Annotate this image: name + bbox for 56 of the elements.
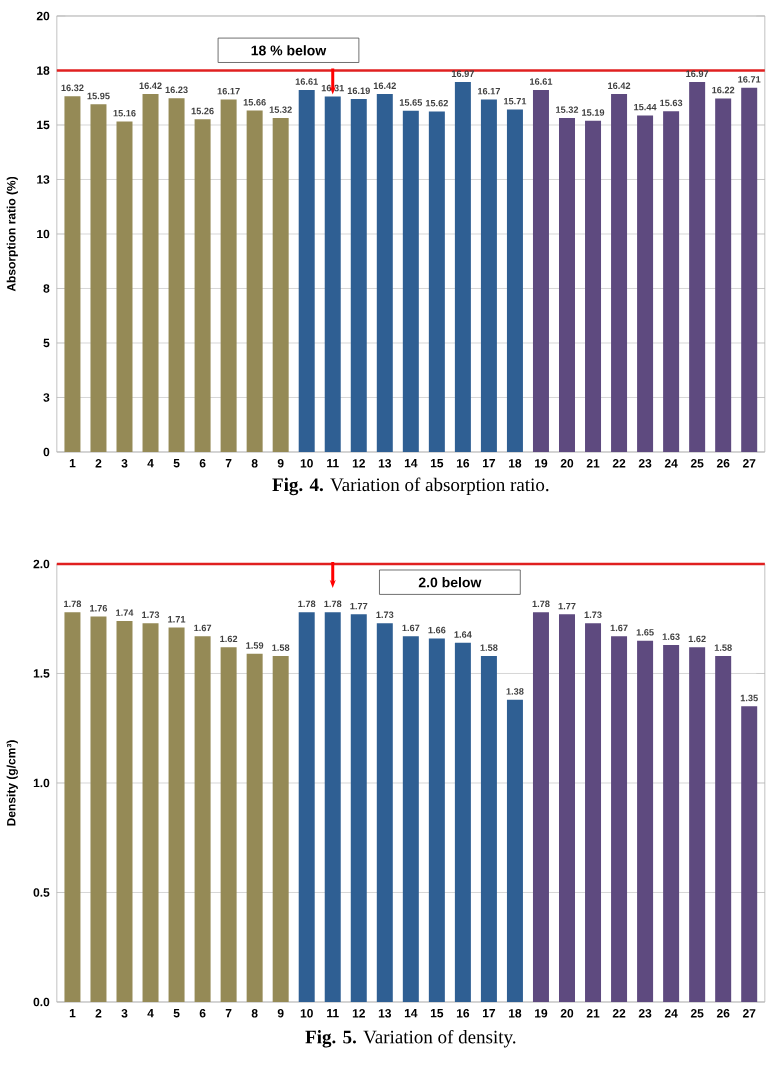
bar xyxy=(272,655,289,1002)
bar xyxy=(64,612,81,1002)
bar xyxy=(350,99,367,452)
bar xyxy=(688,82,705,452)
bar xyxy=(116,620,133,1002)
bar xyxy=(688,647,705,1002)
bar xyxy=(194,636,211,1002)
bar xyxy=(246,653,263,1002)
bar xyxy=(558,118,575,452)
bar xyxy=(584,120,601,452)
bar xyxy=(324,612,341,1002)
bar xyxy=(376,623,393,1002)
bar xyxy=(740,87,757,452)
bar xyxy=(142,94,159,452)
bar xyxy=(532,89,549,452)
bar xyxy=(246,110,263,452)
bar xyxy=(90,616,107,1002)
bar xyxy=(90,104,107,452)
bar xyxy=(64,96,81,452)
bar xyxy=(454,82,471,452)
bar xyxy=(662,111,679,452)
bar xyxy=(610,636,627,1002)
bar xyxy=(662,645,679,1002)
bar xyxy=(220,99,237,452)
bar xyxy=(402,636,419,1002)
bar xyxy=(610,94,627,452)
bar xyxy=(636,640,653,1002)
bar xyxy=(376,94,393,452)
bar xyxy=(480,99,497,452)
bar xyxy=(298,89,315,452)
text: Fig. 4. Variation of absorption ratio. xyxy=(271,477,548,496)
bar xyxy=(298,612,315,1002)
bar xyxy=(168,98,185,452)
bar xyxy=(402,110,419,452)
bar xyxy=(168,627,185,1002)
bar xyxy=(428,111,445,452)
bar xyxy=(506,699,523,1002)
bar xyxy=(714,655,731,1002)
bar xyxy=(428,638,445,1002)
bar xyxy=(532,612,549,1002)
bar xyxy=(636,115,653,452)
bar xyxy=(454,642,471,1002)
text: Fig. 5. Variation of density. xyxy=(305,1029,515,1048)
bar xyxy=(558,614,575,1002)
bar xyxy=(272,118,289,452)
bar xyxy=(584,623,601,1002)
bar xyxy=(324,96,341,452)
bar xyxy=(740,706,757,1002)
bar xyxy=(220,647,237,1002)
bar xyxy=(714,98,731,452)
bar xyxy=(506,109,523,452)
bar xyxy=(350,614,367,1002)
bar xyxy=(480,655,497,1002)
bar xyxy=(142,623,159,1002)
bar xyxy=(194,119,211,452)
bar xyxy=(116,121,133,452)
